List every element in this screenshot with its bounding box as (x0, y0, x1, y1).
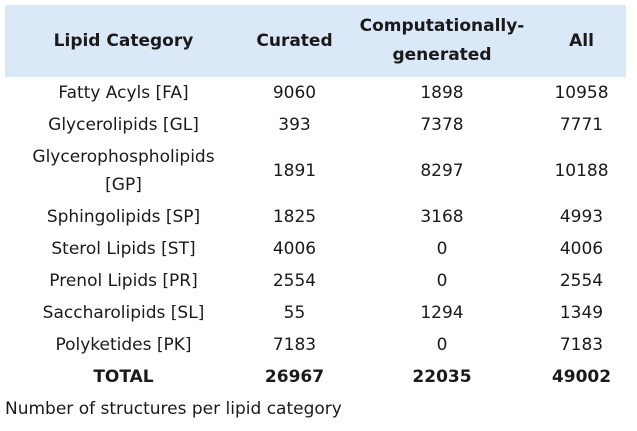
cell-curated: 55 (283, 303, 306, 323)
cell-computational: 8297 (420, 161, 464, 181)
table-total-row: TOTAL 26967 22035 49002 (5, 361, 626, 393)
table-caption: Number of structures per lipid category (5, 399, 342, 419)
table-row: Polyketides [PK] 7183 0 7183 (5, 329, 626, 361)
cell-all: 4006 (559, 239, 604, 259)
total-curated: 26967 (264, 367, 325, 387)
cell-computational: 0 (436, 239, 448, 259)
cell-curated: 9060 (272, 83, 317, 103)
cell-curated: 2554 (272, 271, 317, 291)
table-header-row: Lipid Category Curated Computationally-g… (5, 5, 626, 77)
cell-all: 10188 (554, 161, 609, 181)
cell-curated: 393 (278, 115, 311, 135)
cell-curated: 4006 (272, 239, 317, 259)
header-computationally-generated-text: Computationally-generated (359, 16, 525, 65)
lipid-category-table: Lipid Category Curated Computationally-g… (5, 5, 626, 393)
cell-category-text: Glycerophospholipids [GP] (32, 147, 215, 195)
lipid-table-container: Lipid Category Curated Computationally-g… (5, 5, 626, 393)
cell-category: Polyketides [PK] (55, 335, 192, 355)
total-computational: 22035 (412, 367, 472, 387)
cell-all: 4993 (559, 207, 604, 227)
total-all: 49002 (551, 367, 612, 387)
table-row: Sterol Lipids [ST] 4006 0 4006 (5, 233, 626, 265)
cell-all: 1349 (559, 303, 604, 323)
cell-curated: 1891 (272, 161, 317, 181)
table-row: Glycerolipids [GL] 393 7378 7771 (5, 109, 626, 141)
header-computationally-generated: Computationally-generated (347, 5, 537, 77)
cell-category: Glycerophospholipids [GP] (5, 141, 242, 201)
cell-all: 7183 (559, 335, 604, 355)
cell-curated: 7183 (272, 335, 317, 355)
cell-category: Glycerolipids [GL] (48, 115, 199, 135)
header-curated: Curated (256, 30, 333, 51)
cell-curated: 1825 (272, 207, 317, 227)
cell-computational: 3168 (420, 207, 464, 227)
table-row: Sphingolipids [SP] 1825 3168 4993 (5, 201, 626, 233)
cell-computational: 0 (436, 271, 448, 291)
cell-category: Saccharolipids [SL] (42, 303, 205, 323)
cell-category: Sterol Lipids [ST] (51, 239, 196, 259)
header-all: All (569, 30, 594, 51)
table-row: Prenol Lipids [PR] 2554 0 2554 (5, 265, 626, 297)
cell-category: Sphingolipids [SP] (46, 207, 201, 227)
table-row: Fatty Acyls [FA] 9060 1898 10958 (5, 77, 626, 109)
cell-computational: 1294 (420, 303, 464, 323)
cell-computational: 7378 (420, 115, 464, 135)
cell-all: 2554 (559, 271, 604, 291)
cell-category: Fatty Acyls [FA] (58, 83, 189, 103)
header-lipid-category: Lipid Category (53, 30, 194, 51)
cell-all: 7771 (559, 115, 604, 135)
cell-computational: 0 (436, 335, 448, 355)
total-label: TOTAL (93, 367, 154, 387)
table-row: Glycerophospholipids [GP] 1891 8297 1018… (5, 141, 626, 201)
cell-computational: 1898 (420, 83, 464, 103)
cell-all: 10958 (554, 83, 609, 103)
cell-category: Prenol Lipids [PR] (49, 271, 198, 291)
table-row: Saccharolipids [SL] 55 1294 1349 (5, 297, 626, 329)
